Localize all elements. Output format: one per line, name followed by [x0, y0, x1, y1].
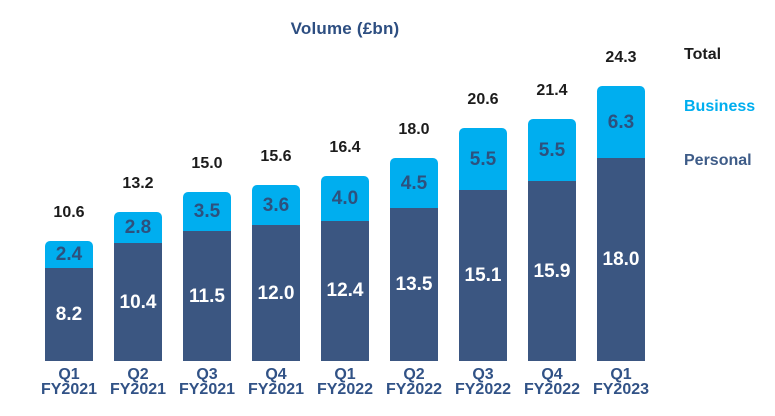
- business-segment: 5.5: [459, 128, 507, 191]
- total-value-label: 15.6: [260, 147, 292, 165]
- business-value-label: 5.5: [538, 139, 566, 161]
- business-value-label: 5.5: [469, 148, 497, 170]
- business-value-label: 3.6: [262, 194, 290, 216]
- total-value-label: 10.6: [53, 204, 85, 222]
- total-value-label: 18.0: [398, 120, 430, 138]
- business-segment: 5.5: [528, 119, 576, 182]
- bar-group: 10.6 2.4 8.2: [45, 204, 93, 361]
- bar-group: 15.0 3.5 11.5: [183, 155, 231, 361]
- business-segment: 6.3: [597, 86, 645, 158]
- bar-group: 15.6 3.6 12.0: [252, 148, 300, 361]
- business-value-label: 4.5: [400, 172, 428, 194]
- total-value-label: 24.3: [605, 49, 637, 67]
- quarter-label: Q4: [541, 366, 563, 383]
- personal-segment: 8.2: [45, 268, 93, 361]
- quarter-label: Q2: [403, 366, 425, 383]
- personal-value-label: 12.0: [257, 282, 295, 304]
- x-axis-label: Q3 FY2021: [167, 366, 247, 398]
- business-segment: 4.5: [390, 157, 438, 209]
- x-axis-label: Q4 FY2022: [512, 366, 592, 398]
- business-segment: 2.4: [45, 241, 93, 269]
- personal-segment: 12.4: [321, 220, 369, 361]
- bar-group: 20.6 5.5 15.1: [459, 91, 507, 361]
- x-axis-label: Q1 FY2021: [29, 366, 109, 398]
- quarter-label: Q1: [58, 366, 80, 383]
- personal-value-label: 15.9: [533, 260, 571, 282]
- x-axis-label: Q2 FY2021: [98, 366, 178, 398]
- fiscal-year-label: FY2021: [247, 381, 305, 398]
- personal-segment: 18.0: [597, 157, 645, 361]
- personal-value-label: 13.5: [395, 274, 433, 296]
- quarter-label: Q4: [265, 366, 287, 383]
- quarter-label: Q3: [196, 366, 218, 383]
- legend-item-personal: Personal: [684, 152, 752, 169]
- fiscal-year-label: FY2021: [109, 381, 167, 398]
- bar-group: 13.2 2.8 10.4: [114, 175, 162, 361]
- personal-segment: 15.9: [528, 181, 576, 361]
- x-axis-label: Q2 FY2022: [374, 366, 454, 398]
- fiscal-year-label: FY2021: [40, 381, 98, 398]
- personal-value-label: 8.2: [55, 304, 83, 326]
- personal-segment: 15.1: [459, 190, 507, 361]
- fiscal-year-label: FY2022: [385, 381, 443, 398]
- total-value-label: 20.6: [467, 91, 499, 109]
- business-value-label: 2.8: [124, 217, 152, 239]
- business-segment: 3.6: [252, 184, 300, 226]
- personal-value-label: 10.4: [119, 291, 157, 313]
- fiscal-year-label: FY2022: [316, 381, 374, 398]
- x-axis-label: Q3 FY2022: [443, 366, 523, 398]
- x-axis-label: Q1 FY2023: [581, 366, 661, 398]
- personal-segment: 12.0: [252, 225, 300, 361]
- bar-group: 21.4 5.5 15.9: [528, 82, 576, 361]
- bar-group: 18.0 4.5 13.5: [390, 121, 438, 361]
- fiscal-year-label: FY2021: [178, 381, 236, 398]
- legend-item-business: Business: [684, 98, 756, 115]
- personal-segment: 13.5: [390, 208, 438, 361]
- bar-group: 24.3 6.3 18.0: [597, 49, 645, 361]
- x-axis-label: Q1 FY2022: [305, 366, 385, 398]
- business-value-label: 6.3: [607, 111, 635, 133]
- personal-segment: 11.5: [183, 231, 231, 361]
- personal-value-label: 15.1: [464, 265, 502, 287]
- quarter-label: Q3: [472, 366, 494, 383]
- personal-value-label: 12.4: [326, 280, 364, 302]
- fiscal-year-label: FY2023: [592, 381, 650, 398]
- fiscal-year-label: FY2022: [523, 381, 581, 398]
- business-value-label: 3.5: [193, 200, 221, 222]
- chart-title: Volume (£bn): [290, 19, 400, 38]
- business-value-label: 4.0: [331, 187, 359, 209]
- total-value-label: 15.0: [191, 154, 223, 172]
- personal-segment: 10.4: [114, 243, 162, 361]
- personal-value-label: 11.5: [189, 285, 225, 307]
- business-segment: 4.0: [321, 175, 369, 221]
- quarter-label: Q1: [610, 366, 632, 383]
- total-value-label: 21.4: [536, 82, 568, 100]
- fiscal-year-label: FY2022: [454, 381, 512, 398]
- bar-group: 16.4 4.0 12.4: [321, 139, 369, 361]
- business-value-label: 2.4: [55, 244, 83, 266]
- total-value-label: 13.2: [122, 174, 154, 192]
- legend-item-total: Total: [684, 46, 722, 63]
- business-segment: 3.5: [183, 191, 231, 232]
- personal-value-label: 18.0: [602, 248, 640, 270]
- x-axis-label: Q4 FY2021: [236, 366, 316, 398]
- quarter-label: Q1: [334, 366, 356, 383]
- quarter-label: Q2: [127, 366, 149, 383]
- business-segment: 2.8: [114, 211, 162, 244]
- total-value-label: 16.4: [329, 138, 361, 156]
